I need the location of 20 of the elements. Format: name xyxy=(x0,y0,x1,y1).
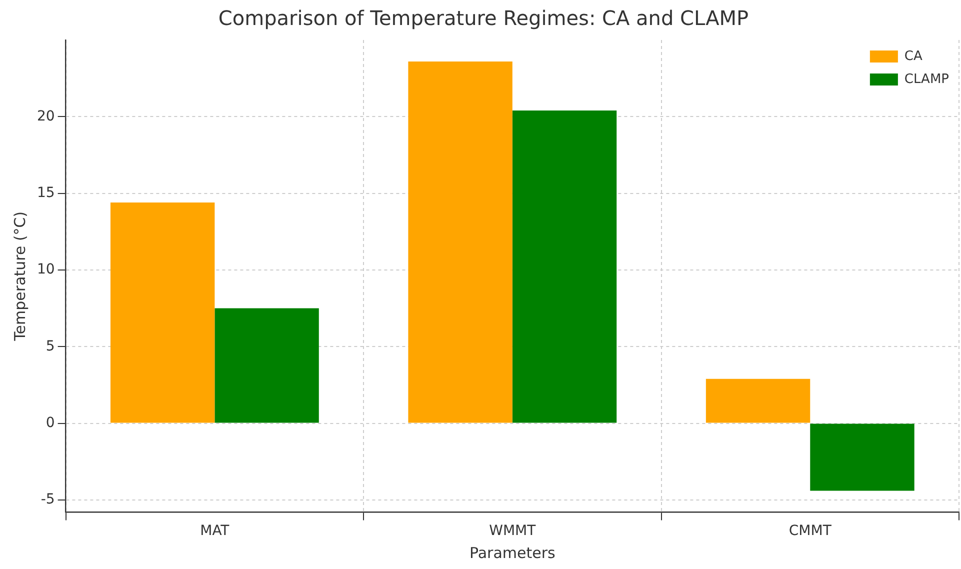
bar xyxy=(512,110,617,423)
y-tick-label: 0 xyxy=(46,414,55,431)
legend-label: CA xyxy=(904,48,923,64)
x-tick-label: MAT xyxy=(200,523,230,540)
bar xyxy=(810,424,914,491)
bar xyxy=(214,308,319,423)
y-axis-title: Temperature (°C) xyxy=(10,211,29,342)
bar xyxy=(706,378,810,423)
x-axis-title: Parameters xyxy=(469,544,556,562)
y-tick-label: 5 xyxy=(46,338,55,354)
y-tick-label: 20 xyxy=(36,108,55,124)
y-tick-label: 10 xyxy=(36,262,55,278)
legend-label: CLAMP xyxy=(904,72,950,87)
y-tick-label: 15 xyxy=(36,184,55,201)
x-tick-label: WMMT xyxy=(489,523,536,540)
bar xyxy=(408,61,512,423)
y-tick-label: -5 xyxy=(40,492,55,508)
x-tick-label: CMMT xyxy=(788,523,832,540)
chart-title: Comparison of Temperature Regimes: CA and CLAMP xyxy=(218,6,749,30)
bar xyxy=(110,202,215,423)
